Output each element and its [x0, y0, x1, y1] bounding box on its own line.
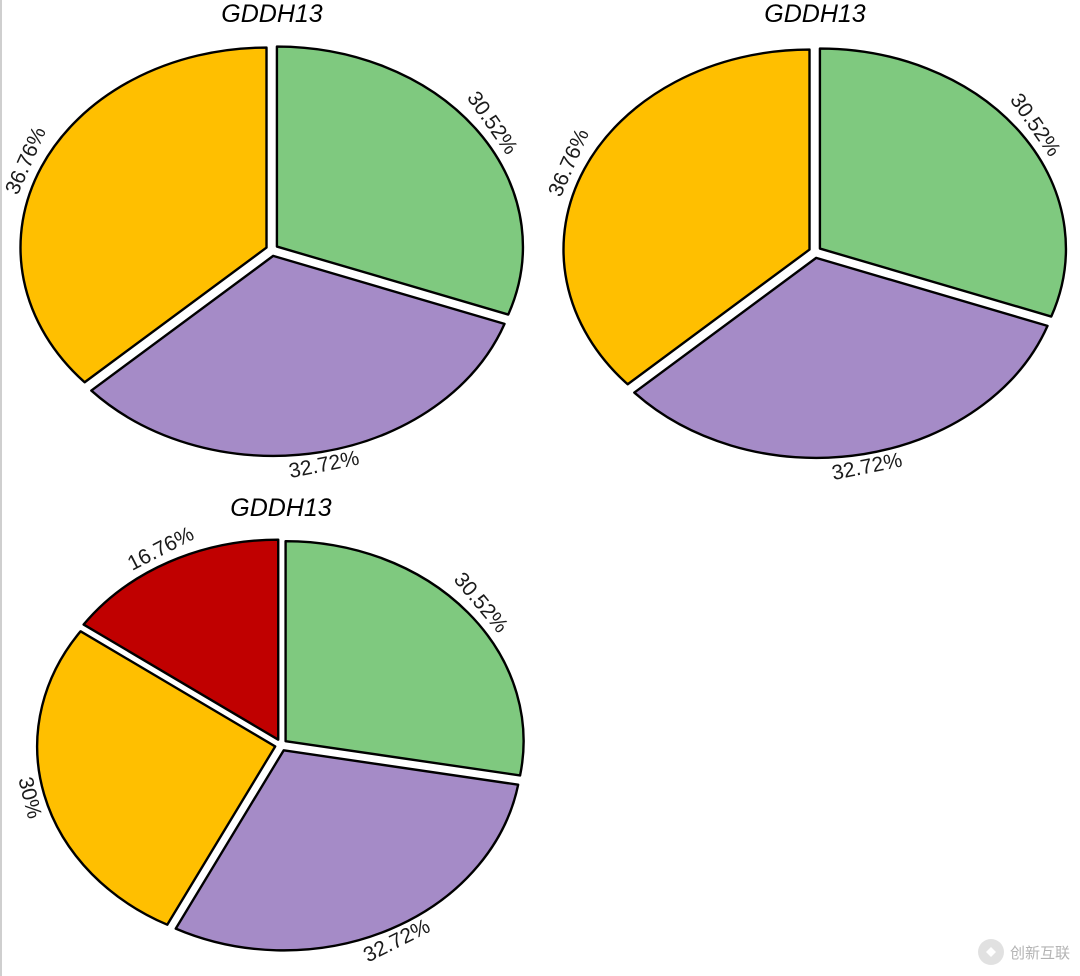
- pie-slice: [562, 48, 811, 386]
- chart-title: GDDH13: [230, 494, 332, 522]
- pie-slice: [19, 46, 268, 384]
- watermark-text: 创新互联: [1010, 943, 1071, 962]
- chart-title: GDDH13: [764, 0, 866, 28]
- pie-slice: [90, 254, 506, 458]
- chart-title: GDDH13: [221, 0, 323, 28]
- pie-slice: [36, 630, 277, 926]
- pie-slice: [818, 47, 1068, 318]
- pie-slice: [633, 256, 1049, 460]
- logo-icon: [978, 939, 1004, 965]
- pie-slice: [284, 539, 525, 777]
- watermark: 创新互联: [978, 936, 1074, 968]
- pie-slice: [82, 538, 280, 741]
- pie-slice: [174, 749, 520, 952]
- left-border: [0, 0, 2, 976]
- pie-slice: [275, 45, 525, 316]
